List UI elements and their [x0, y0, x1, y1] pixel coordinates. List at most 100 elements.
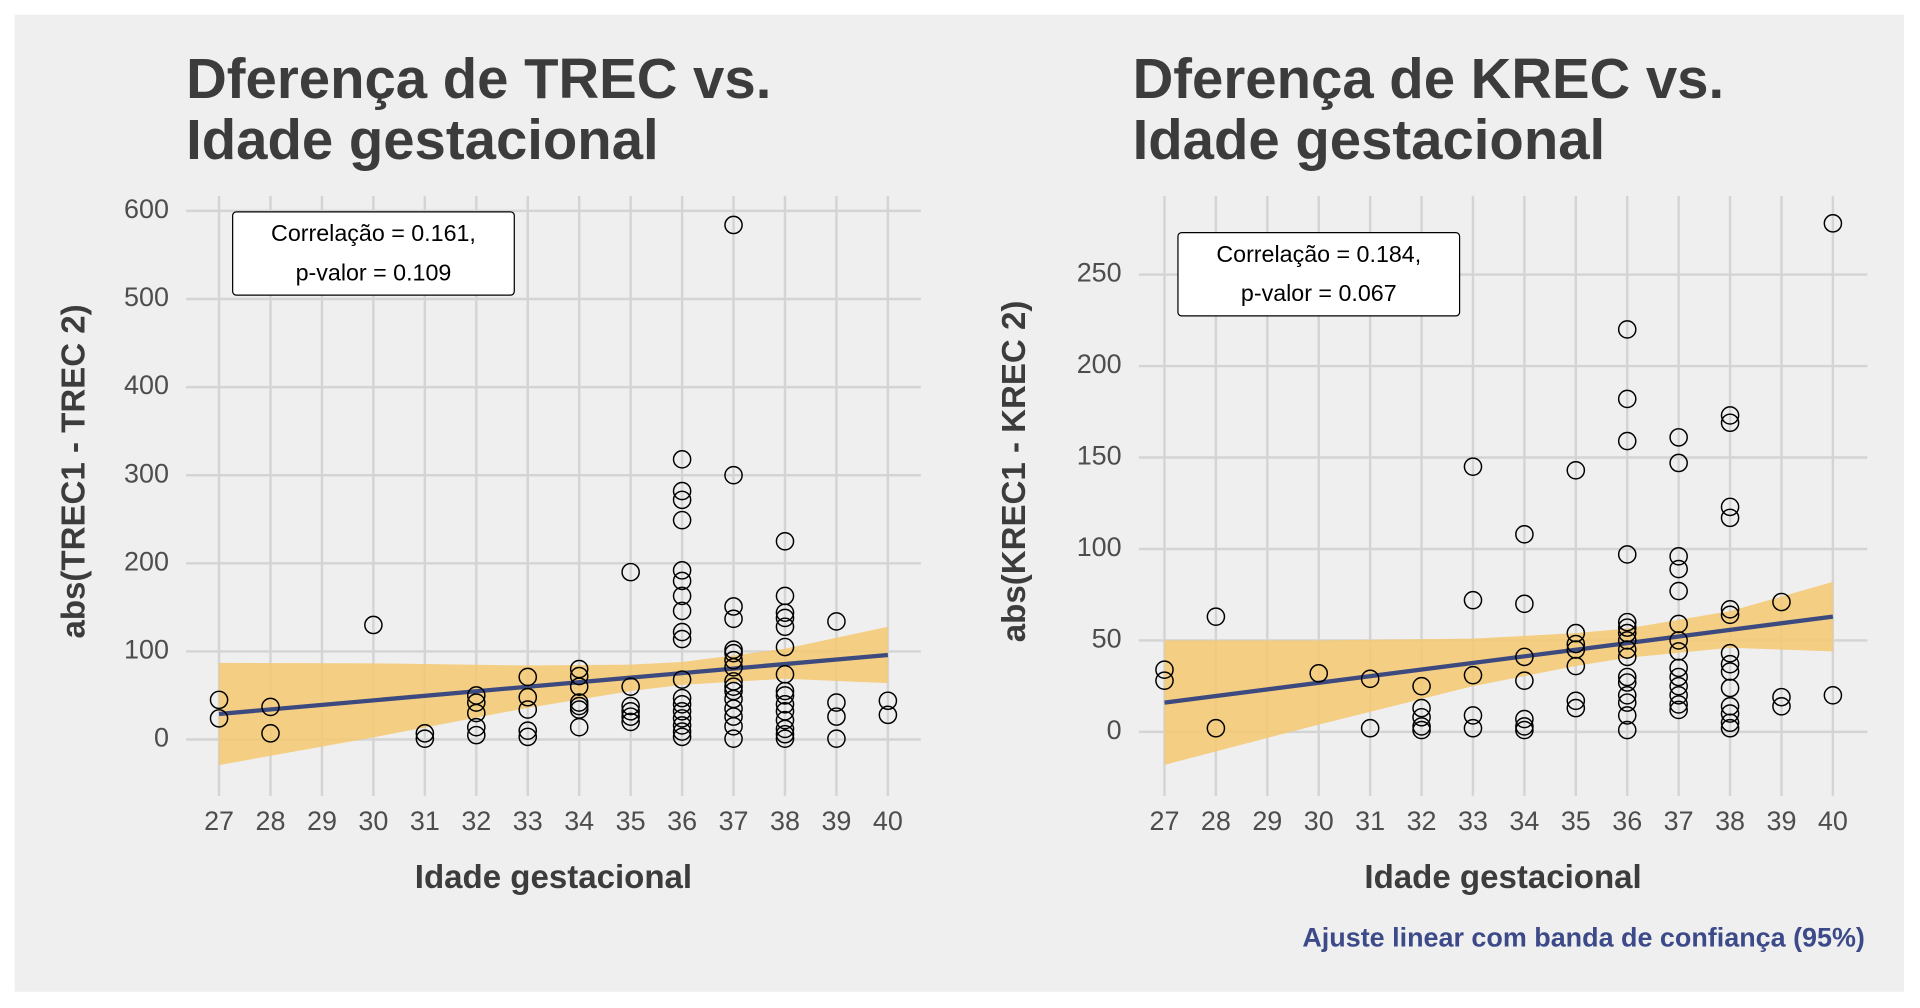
- point: [672, 561, 692, 580]
- point: [415, 724, 435, 743]
- point: [1669, 453, 1688, 473]
- point: [466, 693, 486, 712]
- y-tick-label: 200: [1077, 349, 1122, 379]
- x-tick-label: 30: [1304, 806, 1334, 836]
- y-tick-label: 100: [1077, 532, 1122, 562]
- point: [1669, 581, 1688, 601]
- point: [1720, 654, 1740, 674]
- point: [827, 612, 846, 631]
- point: [466, 725, 486, 745]
- point: [724, 729, 743, 748]
- point: [1720, 508, 1740, 528]
- point: [1206, 607, 1226, 626]
- x-tick-label: 31: [410, 806, 440, 836]
- point: [724, 597, 743, 616]
- point: [775, 681, 795, 701]
- point: [1669, 559, 1688, 579]
- annotation-box: [232, 211, 515, 296]
- point: [364, 615, 383, 635]
- chart-title: Idade gestacional: [1133, 108, 1606, 171]
- x-tick-label: 31: [1355, 806, 1385, 836]
- point: [1412, 720, 1431, 740]
- point: [261, 697, 280, 717]
- x-tick-label: 39: [1767, 806, 1797, 836]
- point: [672, 490, 692, 510]
- point: [1772, 696, 1791, 716]
- point: [724, 465, 743, 485]
- y-tick-label: 200: [124, 546, 169, 576]
- x-tick-label: 38: [770, 806, 800, 836]
- point: [1566, 461, 1586, 480]
- y-tick-label: 50: [1092, 624, 1122, 654]
- point: [775, 531, 795, 551]
- point: [827, 707, 846, 726]
- point: [724, 609, 743, 629]
- point: [1463, 457, 1483, 476]
- point: [1463, 706, 1483, 725]
- point: [1412, 717, 1431, 736]
- point: [1669, 546, 1688, 566]
- point: [1669, 658, 1688, 678]
- point: [261, 724, 280, 743]
- point: [518, 687, 538, 707]
- point: [775, 710, 795, 730]
- point: [1720, 497, 1740, 517]
- point: [1720, 413, 1740, 433]
- y-axis-label: abs(TREC1 - TREC 2): [56, 304, 93, 638]
- x-tick-label: 35: [1561, 806, 1591, 836]
- point: [775, 603, 795, 622]
- point: [1617, 647, 1637, 667]
- point: [827, 729, 846, 748]
- point: [621, 677, 640, 696]
- y-tick-label: 300: [124, 458, 169, 488]
- point: [1617, 431, 1637, 451]
- point: [415, 729, 435, 748]
- point: [775, 719, 795, 739]
- point: [1669, 676, 1688, 696]
- point: [775, 608, 795, 628]
- fit-line: [1164, 614, 1834, 705]
- point: [1617, 686, 1637, 705]
- point: [1720, 704, 1740, 723]
- point: [1720, 718, 1740, 738]
- point: [1772, 592, 1791, 612]
- x-tick-label: 36: [667, 806, 697, 836]
- x-tick-label: 28: [1201, 806, 1231, 836]
- point: [569, 666, 589, 686]
- x-tick-label: 27: [204, 806, 234, 836]
- point: [1155, 671, 1174, 690]
- point: [878, 705, 898, 725]
- y-tick-label: 0: [154, 723, 169, 753]
- point: [1412, 698, 1431, 718]
- point: [1360, 718, 1380, 738]
- point: [672, 450, 692, 469]
- point: [569, 677, 589, 696]
- point: [1515, 525, 1534, 544]
- x-tick-label: 40: [873, 806, 903, 836]
- x-tick-label: 35: [616, 806, 646, 836]
- point: [1155, 660, 1174, 680]
- point: [672, 694, 692, 714]
- point: [1617, 667, 1637, 687]
- point: [209, 709, 229, 728]
- y-tick-label: 0: [1107, 715, 1122, 745]
- x-tick-label: 32: [461, 806, 491, 836]
- point: [1669, 667, 1688, 687]
- point: [724, 650, 743, 670]
- point: [518, 727, 538, 747]
- x-tick-label: 33: [513, 806, 543, 836]
- point: [1412, 707, 1431, 727]
- point: [518, 721, 538, 741]
- point: [672, 481, 692, 501]
- point: [724, 215, 743, 235]
- point: [621, 707, 640, 726]
- x-tick-label: 33: [1458, 806, 1488, 836]
- point: [1669, 428, 1688, 447]
- point: [672, 510, 692, 530]
- point: [1515, 709, 1534, 729]
- point: [1617, 693, 1637, 712]
- point: [775, 617, 795, 637]
- x-tick-label: 34: [564, 806, 594, 836]
